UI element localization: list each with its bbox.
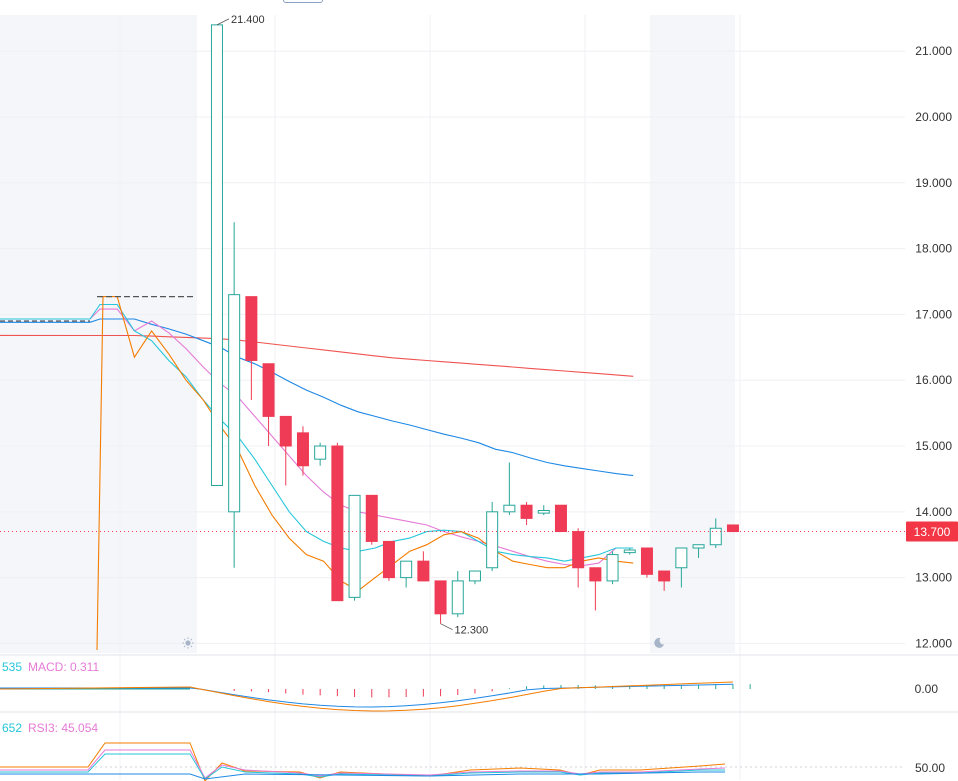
grid: [0, 15, 905, 780]
macd-pane: 535 MACD: 0.311 0.00: [0, 654, 958, 712]
candle-body: [520, 504, 533, 519]
moon-icon: [654, 637, 664, 648]
macd-zero-tick: 0.00: [915, 682, 939, 696]
low-pointer: [440, 623, 453, 631]
last-price-badge: [906, 521, 958, 542]
candle-body: [451, 580, 464, 615]
candle-body: [589, 567, 602, 582]
candle-body: [726, 524, 739, 533]
high-label: 21.400: [231, 14, 265, 26]
high-pointer: [216, 18, 230, 26]
candle-body: [434, 580, 447, 615]
candle-body: [417, 560, 430, 582]
sun-icon: [182, 637, 194, 649]
candle-body: [554, 504, 567, 533]
price-axis: 21.000 20.000 19.000 18.000 17.000 16.000 15.0…: [915, 44, 952, 650]
macd-prev-label: 535: [2, 660, 22, 674]
sun-icon-core: [185, 640, 191, 646]
sun-icon-ray: [183, 638, 186, 641]
sun-icon-ray: [183, 645, 186, 648]
candle-body: [468, 570, 481, 582]
candle-body: [348, 494, 361, 598]
candle-body: [400, 560, 413, 579]
candle-body: [382, 540, 395, 579]
price-tick-label: 18.000: [915, 242, 952, 256]
rsi-label: RSI3: 45.054: [28, 721, 98, 735]
candle-body: [537, 509, 550, 514]
candle-body: [572, 531, 585, 569]
price-tick-label: 21.000: [915, 44, 952, 58]
toolbar-chip[interactable]: [283, 0, 323, 3]
price-tick-label: 19.000: [915, 176, 952, 190]
price-tick-label: 15.000: [915, 439, 952, 453]
candle-body: [503, 504, 516, 513]
candle-body: [675, 547, 688, 569]
sun-icon-ray: [190, 638, 193, 641]
price-tick-label: 13.000: [915, 571, 952, 585]
candle-body: [210, 24, 223, 486]
candle-body: [692, 544, 705, 549]
session-shading: [0, 15, 735, 653]
low-label: 12.300: [455, 625, 489, 637]
sun-icon-ray: [190, 645, 193, 648]
candle-body: [228, 294, 241, 513]
price-tick-label: 16.000: [915, 373, 952, 387]
afterhours-shade: [650, 15, 735, 653]
macd-line: [0, 683, 734, 708]
moon-icon-shape: [654, 637, 664, 648]
macd-label: MACD: 0.311: [28, 660, 99, 674]
candle-body: [262, 363, 275, 417]
candle-body: [623, 549, 636, 554]
ma-line: [0, 334, 634, 377]
rsi-line: [0, 749, 726, 779]
rsi-line: [0, 771, 725, 780]
candle-body: [245, 296, 258, 361]
annotations: 13.700 21.400 12.300: [0, 14, 958, 637]
candle-body: [279, 415, 292, 447]
price-tick-label: 12.000: [915, 636, 952, 650]
rsi-pane: 652 RSI3: 45.054 50.00: [0, 711, 958, 781]
candle-body: [365, 494, 378, 542]
rsi-prev-label: 652: [2, 721, 22, 735]
candle-body: [658, 570, 671, 582]
price-tick-label: 14.000: [915, 505, 952, 519]
candle-body: [296, 432, 309, 467]
rsi-line: [0, 753, 725, 780]
candle-body: [640, 547, 653, 575]
rsi-tick: 50.00: [915, 761, 945, 775]
candle-body: [709, 527, 722, 546]
candle-body: [486, 511, 499, 569]
rsi-line: [0, 742, 726, 781]
price-tick-label: 17.000: [915, 307, 952, 321]
macd-signal-line: [0, 681, 734, 712]
session-icons: [182, 637, 664, 649]
candles: [210, 24, 739, 624]
price-tick-label: 20.000: [915, 110, 952, 124]
candle-body: [606, 554, 619, 582]
candle-body: [314, 445, 327, 460]
candle-body: [331, 445, 344, 602]
last-price-label: 13.700: [914, 525, 951, 539]
